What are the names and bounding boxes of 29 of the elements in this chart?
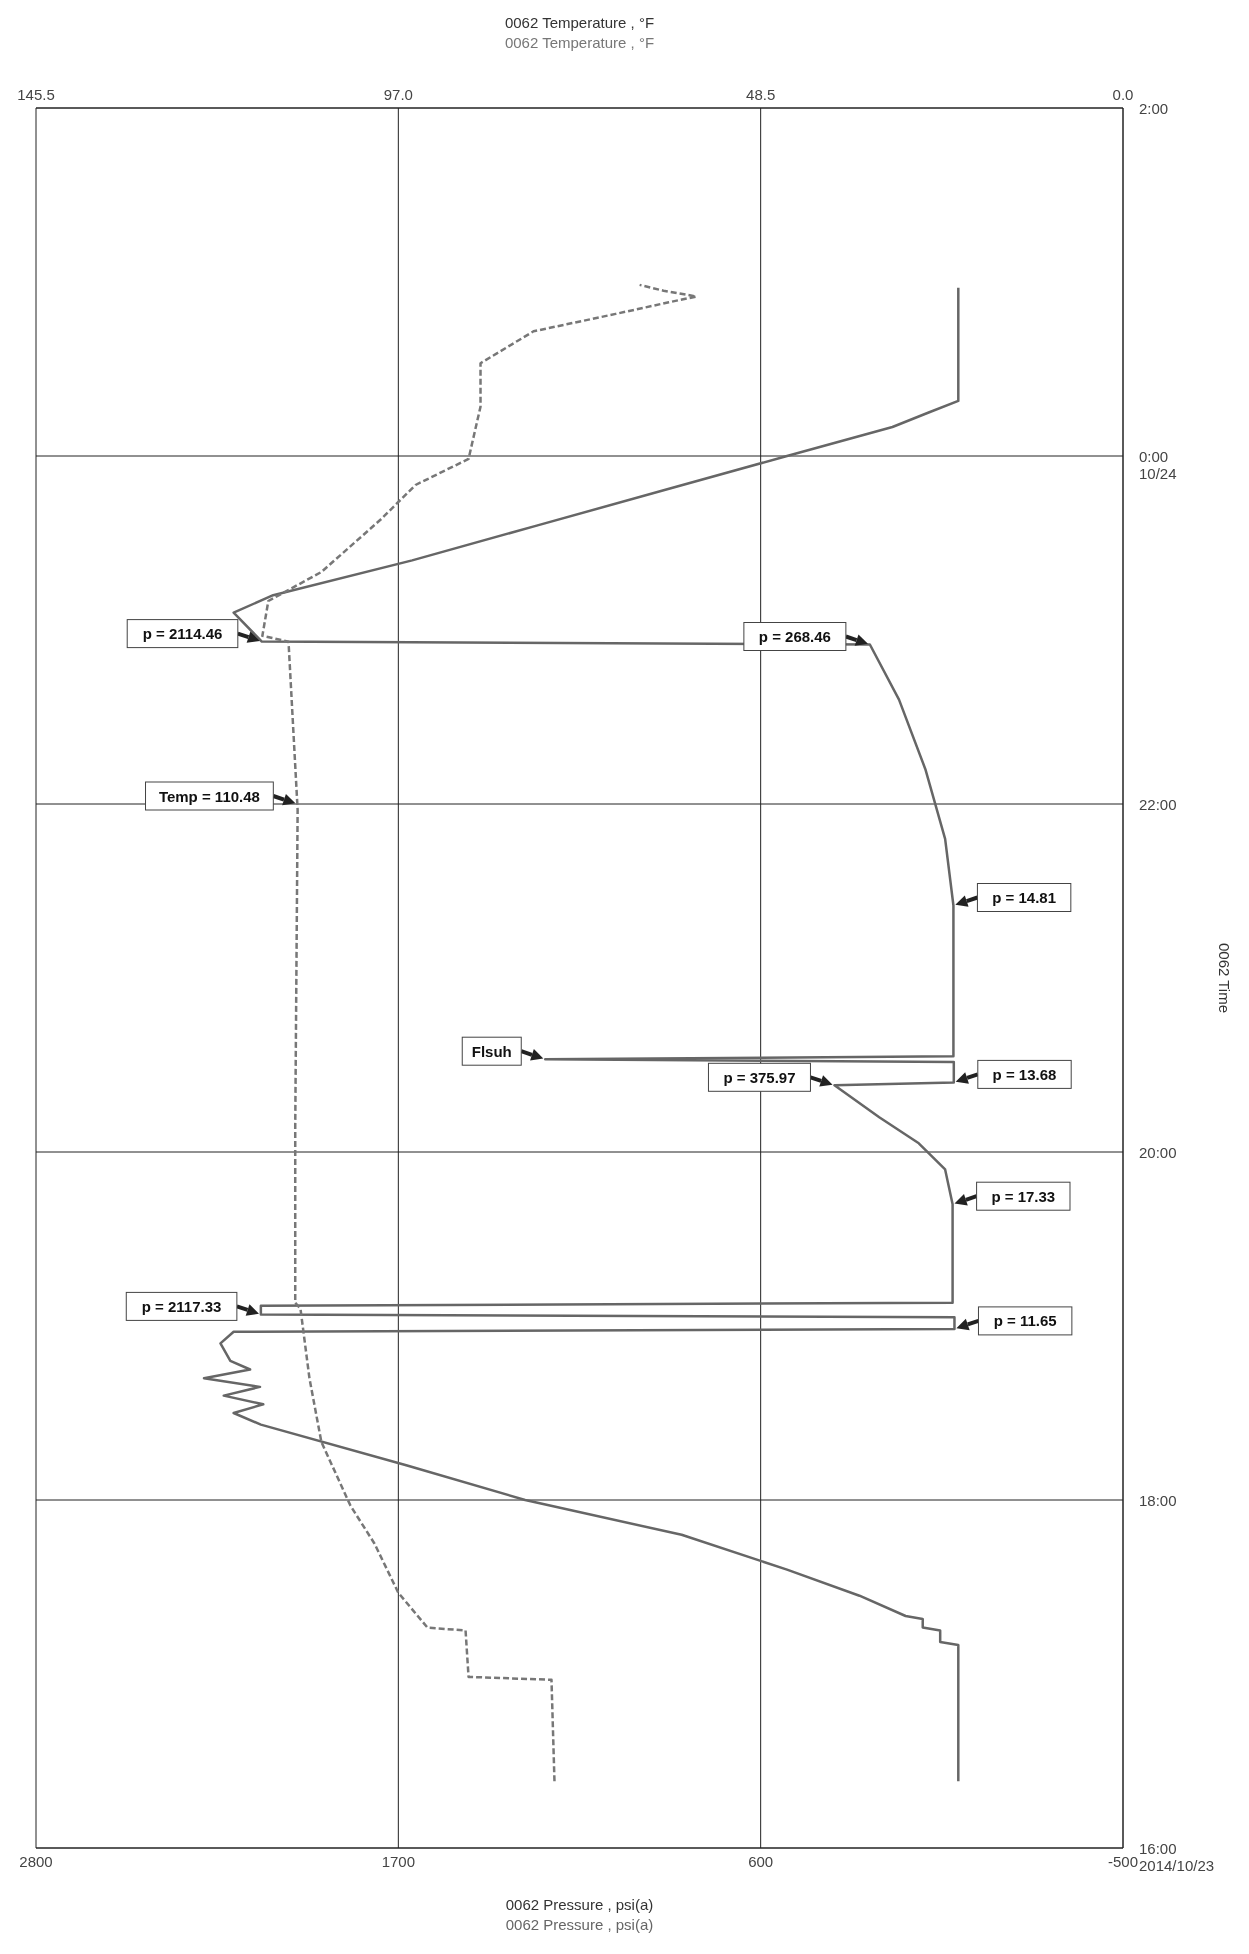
y-tick-label: 18:00 [1139,1491,1177,1509]
y-axis-title: 0062 Time [1215,942,1233,1014]
text: 0062 Pressure , psi(a) [505,1916,654,1933]
annotation: p = 268.46 [758,628,831,645]
annotation: p = 14.81 [992,889,1057,906]
y-tick-label: 0:00 10/24 [1139,447,1177,482]
y-tick-label: 16:00 2014/10/23 [1139,1839,1215,1874]
annotation: Flsuh [471,1042,512,1060]
annotation: p = 13.68 [992,1065,1057,1083]
x2-tick-label: 97.0 [383,86,413,103]
annotation: Temp = 110.48 [158,787,260,805]
annotation: p = 17.33 [991,1187,1056,1205]
text: 0062 Temperature , °F [504,34,655,51]
x2-tick-label: 0.0 [1112,86,1134,103]
x2-tick-label: 48.5 [746,86,776,103]
y-tick-label: 22:00 [1139,795,1177,813]
y-tick-label: 20:00 [1139,1143,1177,1161]
annotation: p = 2117.33 [141,1297,222,1315]
x-tick-label: 600 [748,1852,774,1870]
x-tick-label: 2800 [19,1852,53,1870]
x-tick-label: -500 [1107,1852,1139,1870]
annotation: p = 375.97 [723,1068,796,1086]
x2-axis-title: 0062 Temperature , °F [504,14,655,31]
annotation: p = 11.65 [993,1312,1057,1330]
y-tick-label: 2:00 [1139,99,1169,117]
x2-tick-label: 145.5 [17,86,55,103]
x-tick-label: 1700 [381,1852,416,1870]
annotation: p = 2114.46 [142,625,223,643]
x-axis-title: 0062 Pressure , psi(a) [505,1896,654,1913]
